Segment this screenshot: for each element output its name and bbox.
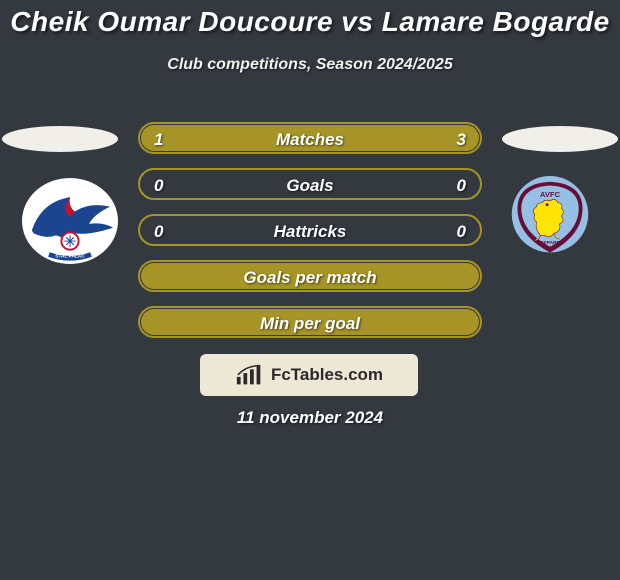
stat-row-label: Goals per match [140, 262, 480, 294]
stat-row-value-right: 3 [457, 124, 466, 156]
page-subtitle: Club competitions, Season 2024/2025 [0, 56, 620, 74]
stat-row-value-left: 0 [154, 216, 163, 248]
stats-bars: Matches13Goals00Hattricks00Goals per mat… [138, 122, 482, 352]
stat-row-label: Hattricks [140, 216, 480, 248]
stat-row: Goals0 0 [138, 168, 482, 200]
bar-chart-icon [235, 363, 265, 387]
stat-row-value-right: 0 [457, 170, 466, 202]
branding-text: FcTables.com [271, 365, 383, 385]
svg-text:PREPARED: PREPARED [537, 240, 564, 246]
club-crest-left: STAL PALAC [22, 178, 118, 264]
stat-row-label: Min per goal [140, 308, 480, 340]
stat-row: Min per goal [138, 306, 482, 338]
svg-text:STAL PALAC: STAL PALAC [55, 253, 85, 259]
player-photo-left [2, 126, 118, 152]
stat-row: Matches1 3 [138, 122, 482, 154]
stat-row: Hattricks0 0 [138, 214, 482, 246]
stat-row-label: Goals [140, 170, 480, 202]
branding-badge: FcTables.com [200, 354, 418, 396]
player-photo-right [502, 126, 618, 152]
stat-row-value-right: 0 [457, 216, 466, 248]
club-crest-right: AVFC PREPARED [502, 176, 598, 262]
stat-row-value-left: 1 [154, 124, 163, 156]
date-label: 11 november 2024 [0, 408, 620, 428]
stat-row: Goals per match [138, 260, 482, 292]
stat-row-label: Matches [140, 124, 480, 156]
stat-row-value-left: 0 [154, 170, 163, 202]
svg-text:AVFC: AVFC [540, 190, 561, 199]
page-title: Cheik Oumar Doucoure vs Lamare Bogarde [0, 0, 620, 38]
